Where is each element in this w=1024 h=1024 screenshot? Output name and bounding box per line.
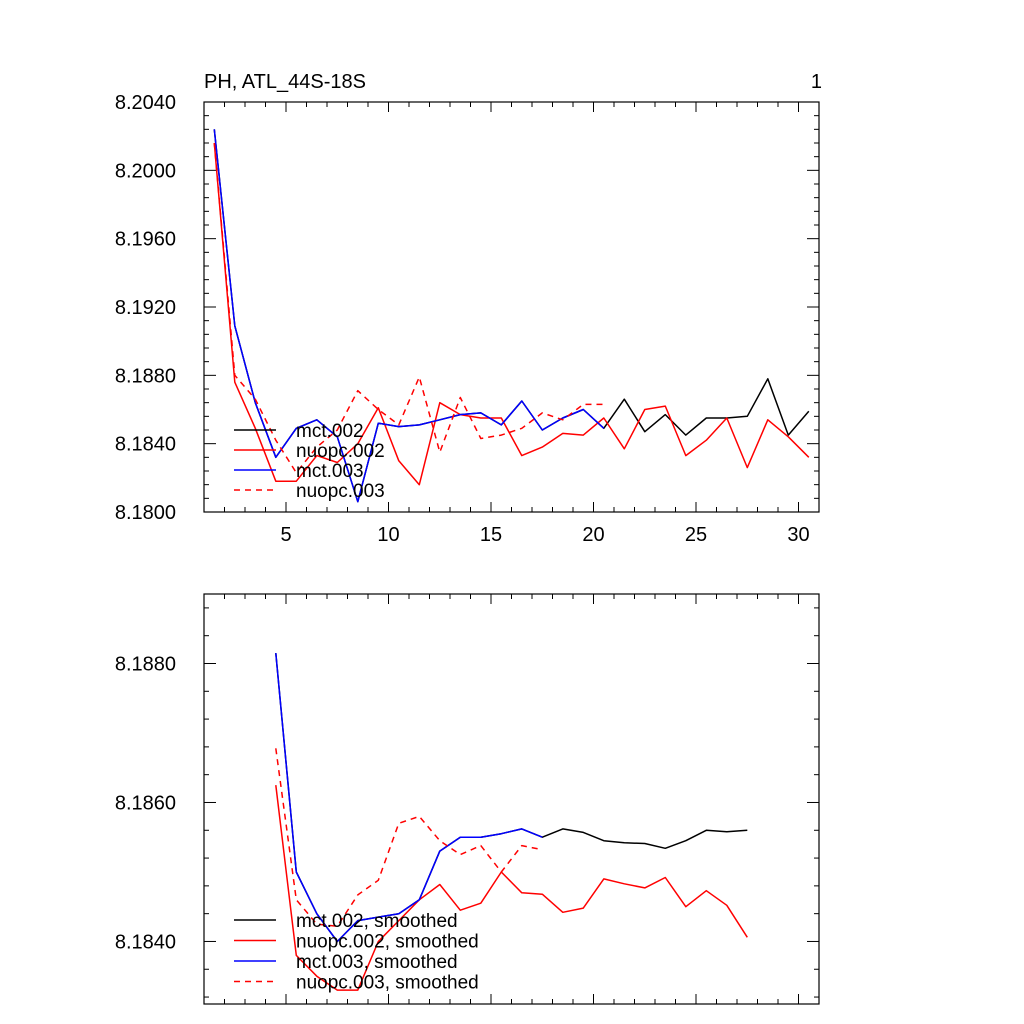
series-line-nuopc-003-smoothed xyxy=(275,748,543,927)
y-tick-label: 8.1880 xyxy=(115,653,176,675)
series-line-nuopc-003 xyxy=(213,142,604,474)
axis-ticks-bottom: 8.1840 8.1860 8.1880 xyxy=(115,594,820,1004)
legend-label: nuopc.002, smoothed xyxy=(296,932,479,953)
panel-label: 1 xyxy=(811,71,822,93)
y-tick-label: 8.1880 xyxy=(115,365,176,387)
axis-ticks-top: 5 10 15 20 25 30 8.1800 8.1840 8.1880 8.1920 8.196… xyxy=(115,92,820,546)
series-line-nuopc-002 xyxy=(213,142,810,486)
legend-label: nuopc.003, smoothed xyxy=(296,973,479,994)
series-group-bottom xyxy=(275,653,748,991)
x-tick-label: 20 xyxy=(582,524,604,546)
series-line-mct-003 xyxy=(213,129,605,503)
x-tick-label: 10 xyxy=(377,524,399,546)
y-tick-label: 8.1840 xyxy=(115,434,176,456)
chart-title: PH, ATL_44S-18S xyxy=(204,71,366,93)
x-tick-label: 25 xyxy=(685,524,707,546)
x-tick-label: 5 xyxy=(280,524,291,546)
legend-label: mct.002, smoothed xyxy=(296,911,458,932)
y-tick-label: 8.1960 xyxy=(115,229,176,251)
legend-label: mct.003 xyxy=(296,461,364,482)
legend-label: nuopc.003 xyxy=(296,481,385,502)
legend-label: nuopc.002 xyxy=(296,441,385,462)
y-tick-label: 8.1840 xyxy=(115,931,176,953)
y-tick-label: 8.1860 xyxy=(115,792,176,814)
y-tick-label: 8.1920 xyxy=(115,297,176,319)
legend-label: mct.003, smoothed xyxy=(296,952,458,973)
legend-label: mct.002 xyxy=(296,421,364,442)
y-tick-label: 8.2000 xyxy=(115,160,176,182)
x-tick-label: 15 xyxy=(480,524,502,546)
y-tick-label: 8.1800 xyxy=(115,502,176,524)
y-tick-label: 8.2040 xyxy=(115,92,176,114)
series-line-mct-003-smoothed xyxy=(275,653,543,943)
series-line-nuopc-002-smoothed xyxy=(275,785,748,991)
series-group-top xyxy=(213,129,810,503)
x-tick-label: 30 xyxy=(787,524,809,546)
top-panel: PH, ATL_44S-18S 1 5 10 15 20 25 30 8.1800 8.184… xyxy=(115,71,822,546)
